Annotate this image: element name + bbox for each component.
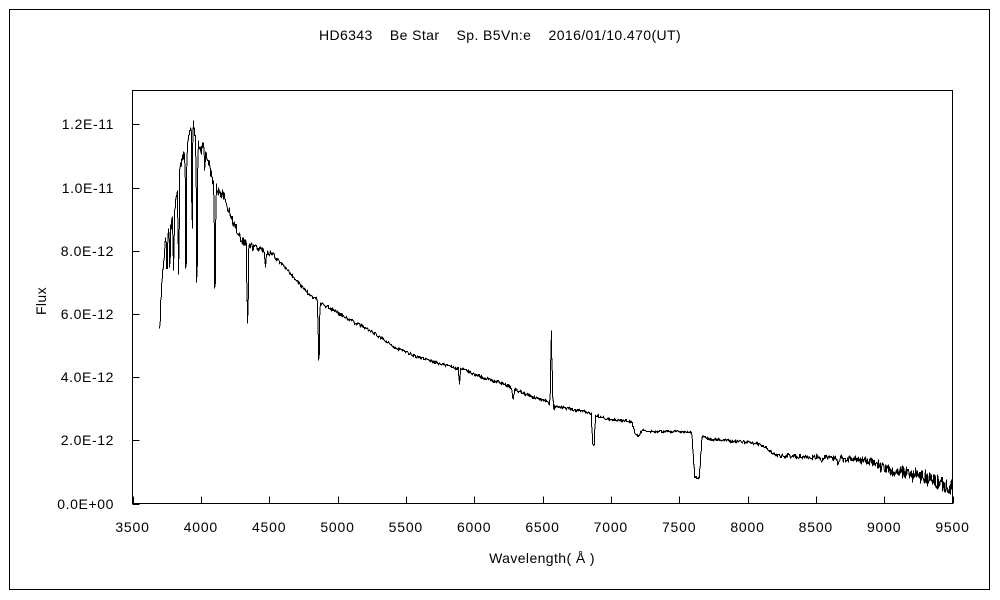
x-tick-label: 5500 bbox=[388, 519, 423, 535]
x-tick-label: 6000 bbox=[456, 519, 492, 535]
plot-frame bbox=[132, 90, 953, 504]
chart-title: HD6343 Be Star Sp. B5Vn:e 2016/01/10.470… bbox=[318, 27, 682, 43]
x-tick-label: 5000 bbox=[320, 519, 355, 535]
x-tick-label: 8000 bbox=[730, 519, 765, 535]
y-tick-label: 6.0E-12 bbox=[60, 305, 114, 322]
x-tick-label: 9000 bbox=[866, 519, 902, 535]
x-tick-label: 4000 bbox=[183, 519, 218, 535]
x-axis-label: Wavelength( Å ) bbox=[489, 550, 595, 566]
spectrum-line bbox=[159, 120, 953, 495]
y-tick-label: 8.0E-12 bbox=[60, 242, 114, 259]
y-tick-label: 1.2E-11 bbox=[61, 116, 114, 133]
x-tick-label: 9500 bbox=[935, 519, 970, 535]
x-tick-label: 7500 bbox=[661, 519, 697, 535]
x-tick-label: 6500 bbox=[525, 519, 560, 535]
x-tick-label: 4500 bbox=[251, 519, 287, 535]
y-tick-label: 0.0E+00 bbox=[57, 495, 114, 512]
y-tick-label: 4.0E-12 bbox=[60, 369, 114, 386]
x-tick-label: 3500 bbox=[115, 519, 150, 535]
y-tick-label: 2.0E-12 bbox=[60, 432, 114, 449]
figure-border bbox=[9, 9, 990, 590]
y-tick-label: 1.0E-11 bbox=[61, 179, 114, 196]
x-tick-label: 8500 bbox=[798, 519, 833, 535]
x-tick-label: 7000 bbox=[593, 519, 628, 535]
